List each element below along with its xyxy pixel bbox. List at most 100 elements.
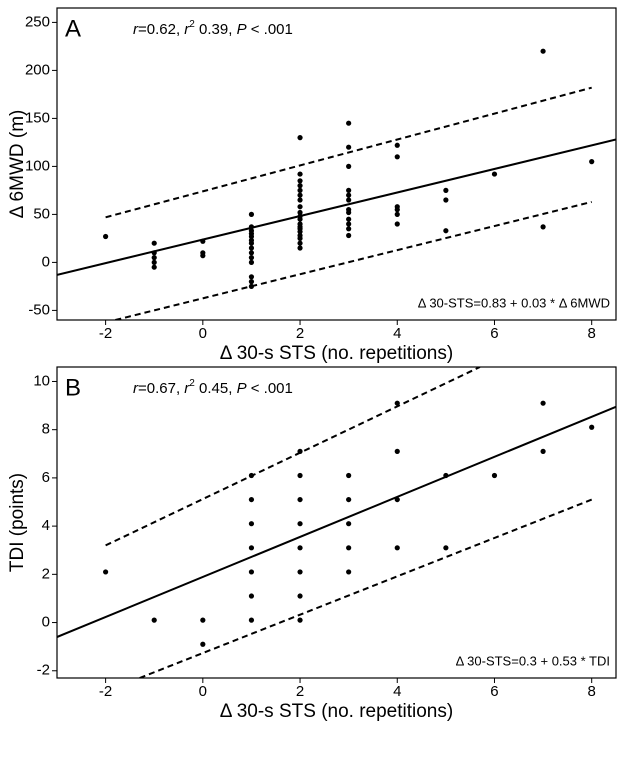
point bbox=[248, 245, 255, 251]
point bbox=[491, 171, 498, 177]
y-axis-label: TDI (points) bbox=[7, 473, 28, 572]
point bbox=[346, 163, 352, 169]
x-tick-label: -2 bbox=[99, 325, 112, 342]
point bbox=[346, 192, 352, 198]
stats-part: r bbox=[184, 380, 190, 397]
y-tick-label: 100 bbox=[25, 157, 50, 174]
y-tick-label: 50 bbox=[33, 205, 50, 222]
y-tick-label: 10 bbox=[33, 372, 50, 389]
point bbox=[248, 521, 255, 527]
point bbox=[346, 232, 352, 239]
stats-part: P bbox=[237, 21, 247, 38]
x-tick-label: 4 bbox=[393, 325, 401, 342]
point bbox=[151, 250, 157, 256]
point bbox=[346, 521, 352, 527]
y-tick-label: 150 bbox=[25, 109, 50, 126]
panel-letter: A bbox=[65, 15, 81, 42]
stats: r=0.67, r2 0.45, P < .001 bbox=[133, 378, 293, 397]
stats-part: =0.67, bbox=[138, 380, 184, 397]
point bbox=[394, 142, 400, 148]
point bbox=[394, 211, 400, 217]
point bbox=[297, 135, 303, 141]
point bbox=[151, 259, 157, 265]
point bbox=[297, 216, 303, 222]
point bbox=[248, 255, 255, 261]
point bbox=[151, 617, 157, 623]
point bbox=[540, 224, 546, 230]
point bbox=[297, 617, 303, 623]
point bbox=[346, 209, 352, 216]
point bbox=[297, 183, 303, 189]
point bbox=[248, 240, 255, 246]
stats-part: 2 bbox=[189, 19, 195, 30]
point bbox=[346, 226, 352, 232]
point bbox=[297, 178, 303, 184]
fit-line bbox=[57, 405, 616, 638]
point bbox=[248, 617, 255, 623]
stats-part: 0.45, bbox=[195, 380, 237, 397]
point bbox=[394, 207, 400, 213]
plot-area bbox=[57, 367, 616, 678]
point bbox=[248, 224, 255, 230]
y-tick-label: 2 bbox=[42, 565, 50, 582]
point bbox=[491, 472, 498, 479]
point bbox=[394, 496, 400, 503]
x-tick-label: 2 bbox=[296, 683, 304, 700]
y-tick-label: 250 bbox=[25, 13, 50, 30]
y-tick-label: 200 bbox=[25, 61, 50, 78]
point bbox=[346, 216, 352, 222]
point bbox=[200, 641, 206, 647]
stats-part: =0.62, bbox=[138, 21, 184, 38]
point bbox=[297, 496, 303, 503]
stats-part: r bbox=[133, 21, 139, 38]
point bbox=[297, 192, 303, 198]
y-tick-label: -50 bbox=[28, 301, 50, 318]
point bbox=[248, 279, 255, 285]
y-tick-label: 6 bbox=[42, 469, 50, 486]
point bbox=[346, 545, 352, 551]
equation: Δ 30-STS=0.3 + 0.53 * TDI bbox=[456, 653, 610, 668]
point bbox=[297, 171, 303, 177]
x-axis-label: Δ 30-s STS (no. repetitions) bbox=[220, 343, 453, 364]
point bbox=[540, 48, 546, 54]
point bbox=[297, 204, 303, 210]
x-tick-label: 4 bbox=[393, 683, 401, 700]
stats-part: r bbox=[184, 21, 190, 38]
point bbox=[589, 424, 595, 430]
point bbox=[346, 187, 352, 193]
prediction-line bbox=[105, 367, 481, 547]
point bbox=[248, 250, 255, 256]
stats-part: < .001 bbox=[247, 380, 293, 397]
x-tick-label: 0 bbox=[199, 683, 207, 700]
plot-frame bbox=[56, 7, 617, 321]
point bbox=[394, 448, 400, 454]
point bbox=[297, 521, 303, 527]
point bbox=[346, 221, 352, 227]
point bbox=[589, 159, 595, 165]
point bbox=[394, 154, 400, 160]
x-tick-label: 2 bbox=[296, 325, 304, 342]
prediction-line bbox=[139, 498, 593, 678]
point bbox=[443, 187, 449, 193]
stats-part: r bbox=[133, 380, 139, 397]
point bbox=[297, 235, 303, 241]
point bbox=[297, 545, 303, 551]
fit-line bbox=[57, 138, 616, 276]
point bbox=[394, 400, 400, 406]
y-tick-label: -2 bbox=[37, 662, 50, 679]
point bbox=[297, 448, 303, 454]
point bbox=[297, 593, 303, 599]
stats: r=0.62, r2 0.39, P < .001 bbox=[133, 19, 293, 38]
stats-part: 0.39, bbox=[195, 21, 237, 38]
plot-area bbox=[57, 48, 616, 320]
point bbox=[297, 209, 303, 216]
point bbox=[346, 144, 352, 150]
point bbox=[346, 120, 352, 126]
equation: Δ 30-STS=0.83 + 0.03 * Δ 6MWD bbox=[418, 295, 610, 310]
point bbox=[443, 472, 449, 479]
point bbox=[346, 569, 352, 575]
x-tick-label: -2 bbox=[99, 683, 112, 700]
point bbox=[248, 472, 255, 479]
point bbox=[200, 617, 206, 623]
